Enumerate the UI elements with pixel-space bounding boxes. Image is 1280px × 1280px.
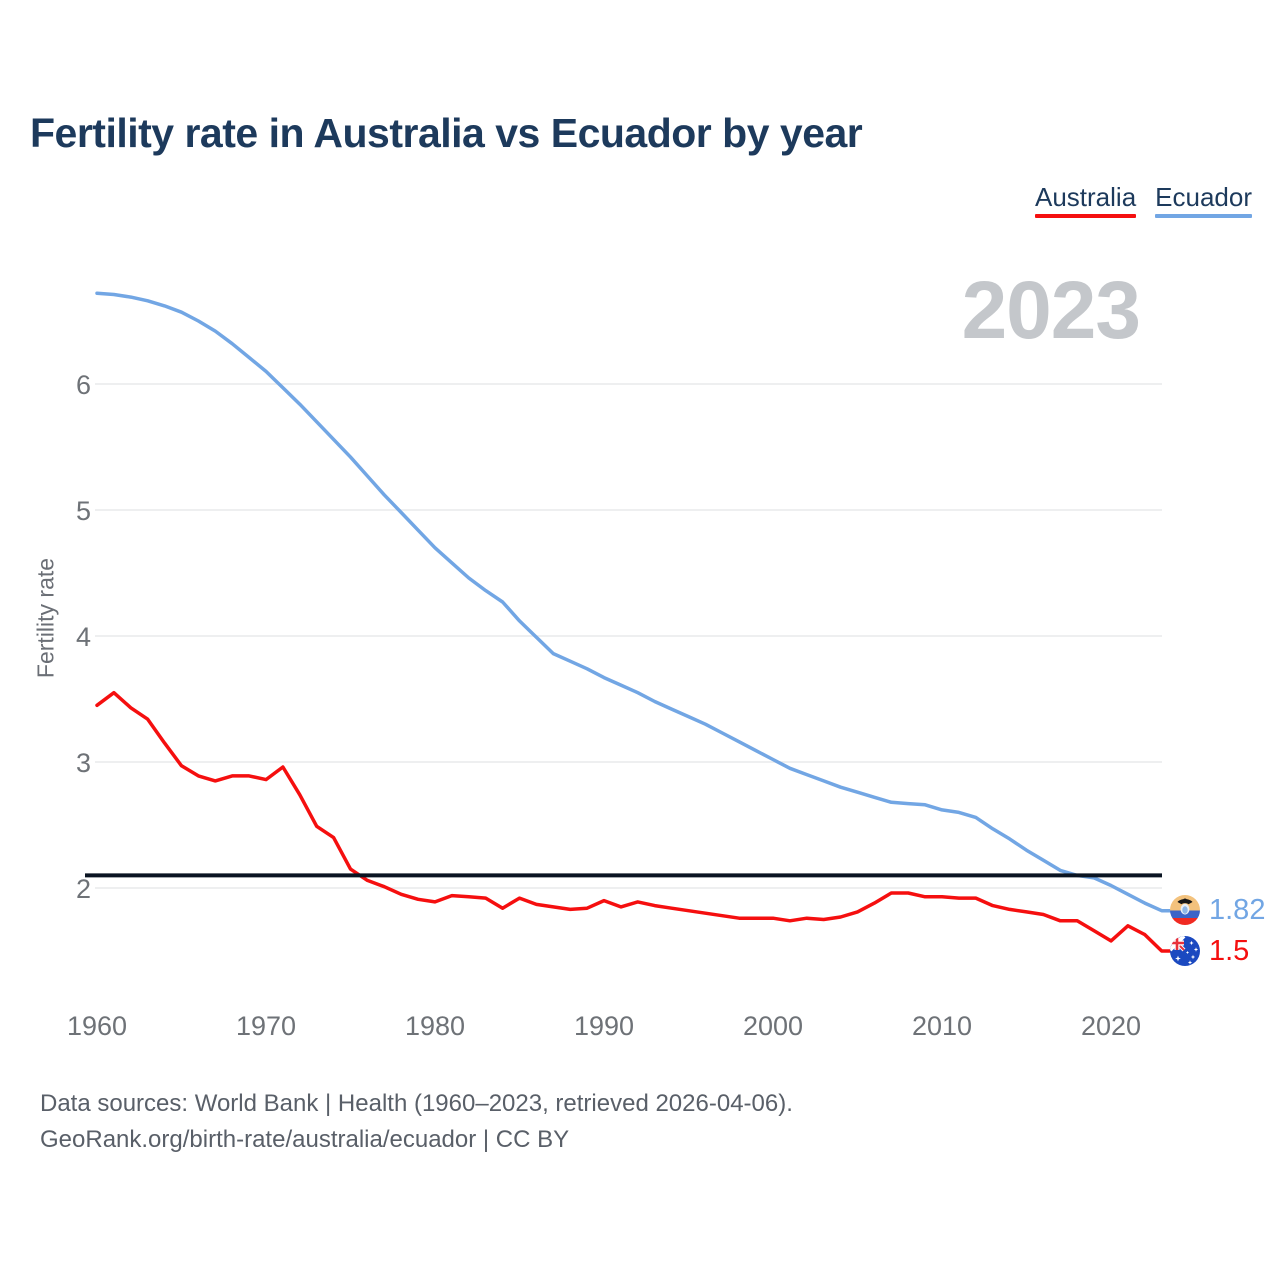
legend-item-ecuador[interactable]: Ecuador xyxy=(1155,184,1252,218)
attribution-line: GeoRank.org/birth-rate/australia/ecuador… xyxy=(40,1126,570,1153)
legend-underline-ecuador xyxy=(1155,214,1252,218)
x-axis-tick-label: 2000 xyxy=(743,1011,803,1041)
x-axis-tick-label: 2020 xyxy=(1081,1011,1141,1041)
data-sources-line: Data sources: World Bank | Health (1960–… xyxy=(40,1090,793,1117)
end-value-australia: 1.5 xyxy=(1209,935,1250,967)
y-axis-tick-label: 3 xyxy=(76,748,91,778)
legend-item-australia[interactable]: Australia xyxy=(1035,182,1137,218)
y-axis-tick-label: 6 xyxy=(76,370,91,400)
legend-label-australia: Australia xyxy=(1035,182,1137,212)
y-axis-tick-label: 4 xyxy=(76,622,91,652)
series-line-ecuador[interactable] xyxy=(95,291,1174,913)
y-axis-tick-label: 2 xyxy=(76,874,91,904)
x-axis-tick-label: 1970 xyxy=(236,1011,296,1041)
x-axis-tick-label: 1980 xyxy=(405,1011,465,1041)
y-axis-tick-label: 5 xyxy=(76,496,91,526)
legend-underline-australia xyxy=(1035,214,1137,218)
series-endpoint-ecuador: 1.82 xyxy=(1170,895,1265,925)
series-endpoint-australia: 1.5 xyxy=(1170,936,1249,966)
legend: Australia Ecuador xyxy=(1035,184,1252,218)
legend-label-ecuador: Ecuador xyxy=(1155,182,1252,212)
year-watermark: 2023 xyxy=(961,265,1141,356)
x-axis-tick-label: 1960 xyxy=(67,1011,127,1041)
x-axis-tick-label: 2010 xyxy=(912,1011,972,1041)
page-title: Fertility rate in Australia vs Ecuador b… xyxy=(30,110,863,156)
end-value-ecuador: 1.82 xyxy=(1209,894,1266,926)
series-line-australia[interactable] xyxy=(95,690,1174,953)
australia-flag-icon xyxy=(1170,936,1200,966)
ecuador-flag-icon xyxy=(1170,895,1200,925)
x-axis-tick-label: 1990 xyxy=(574,1011,634,1041)
footer: Data sources: World Bank | Health (1960–… xyxy=(40,1086,793,1158)
